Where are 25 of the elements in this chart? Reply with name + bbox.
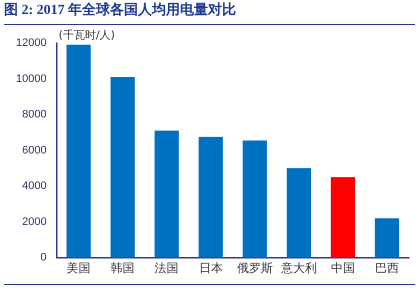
y-tick-label: 4000: [22, 180, 47, 192]
x-tick-label: 法国: [154, 260, 179, 275]
x-tick-label: 日本: [198, 260, 223, 275]
y-tick-label: 6000: [22, 144, 47, 156]
bar: [66, 44, 91, 258]
y-tick-label: 12000: [16, 37, 47, 50]
bar: [154, 130, 179, 258]
y-tick-label: 2000: [22, 216, 47, 228]
chart-title: 图 2: 2017 年全球各国人均用电量对比: [3, 1, 238, 20]
x-tick-label: 中国: [330, 260, 355, 275]
x-tick-label: 美国: [66, 260, 91, 275]
x-tick-label: 意大利: [280, 260, 317, 275]
bar: [286, 168, 311, 258]
bar: [330, 177, 356, 258]
x-tick-label: 韩国: [110, 260, 135, 275]
y-axis-title: (千瓦时/人): [58, 28, 115, 42]
y-tick-label: 0: [40, 252, 47, 264]
y-tick-label: 10000: [16, 72, 47, 85]
bar: [242, 140, 267, 258]
bar: [110, 76, 135, 258]
bar: [198, 136, 223, 258]
bar: [374, 218, 400, 258]
x-tick-label: 俄罗斯: [236, 260, 273, 275]
y-tick-label: 8000: [22, 108, 47, 121]
x-tick-label: 巴西: [374, 260, 399, 275]
